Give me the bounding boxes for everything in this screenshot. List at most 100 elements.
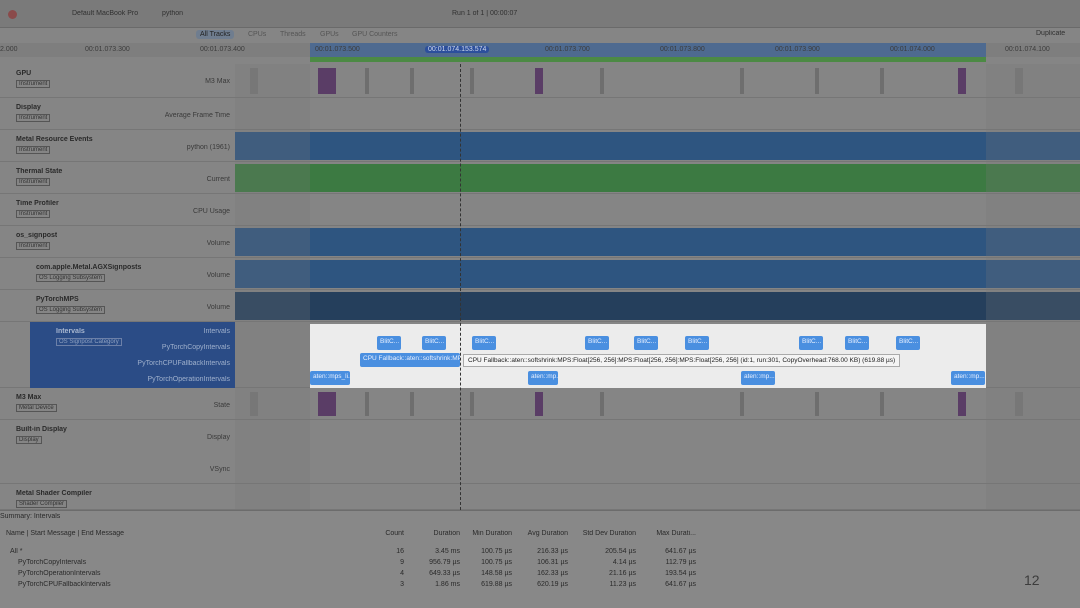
gpu-activity xyxy=(410,68,414,94)
gpu-activity xyxy=(880,68,884,94)
copy-interval[interactable]: BlitC... xyxy=(845,336,869,350)
column-header[interactable]: Std Dev Duration xyxy=(582,530,636,537)
gpu-activity xyxy=(815,68,819,94)
track-detail: VSync xyxy=(209,466,230,473)
record-button[interactable] xyxy=(8,10,17,19)
column-header[interactable]: Avg Duration xyxy=(527,530,568,537)
gpu-activity xyxy=(1015,68,1023,94)
row-name[interactable]: PyTorchCopyIntervals xyxy=(18,559,87,566)
copy-interval[interactable]: BlitC... xyxy=(634,336,658,350)
gpu-activity xyxy=(318,68,336,94)
copy-interval[interactable]: BlitC... xyxy=(377,336,401,350)
operation-interval[interactable]: aten::mp... xyxy=(741,371,775,385)
ruler-label: 00:01.073.800 xyxy=(660,46,705,53)
operation-interval[interactable]: aten::mp... xyxy=(951,371,985,385)
track-detail: Average Frame Time xyxy=(164,112,230,119)
tab[interactable]: Threads xyxy=(280,31,306,38)
track-name[interactable]: Built-in Display xyxy=(16,426,67,433)
copy-interval[interactable]: BlitC... xyxy=(896,336,920,350)
track-name[interactable]: GPU xyxy=(16,70,32,77)
track-bar xyxy=(235,260,1080,288)
gpu-activity xyxy=(740,68,744,94)
track-detail: Volume xyxy=(206,240,230,247)
tab[interactable]: CPUs xyxy=(248,31,267,38)
ruler-label: 00:01.074.100 xyxy=(1005,46,1050,53)
target-name[interactable]: python xyxy=(162,10,184,17)
track-name[interactable]: Time Profiler xyxy=(16,200,59,207)
summary-title[interactable]: Summary: Intervals xyxy=(0,513,61,520)
gpu-activity xyxy=(250,68,258,94)
duplicate-button[interactable]: Duplicate xyxy=(1036,30,1066,37)
ruler-label: 00:01.073.900 xyxy=(775,46,820,53)
operation-interval[interactable]: aten::mps_li... xyxy=(310,371,350,385)
table-cell: 21.16 µs xyxy=(609,570,636,577)
track-row xyxy=(0,98,1080,130)
column-header[interactable]: Name | Start Message | End Message xyxy=(6,530,125,537)
track-badge: OS Logging Subsystem xyxy=(36,274,106,282)
table-cell: 3 xyxy=(400,581,404,588)
tab[interactable]: GPUs xyxy=(320,31,339,38)
track-bar xyxy=(235,228,1080,256)
table-cell: 106.31 µs xyxy=(537,559,568,566)
row-name[interactable]: PyTorchOperationIntervals xyxy=(18,570,101,577)
track-name[interactable]: M3 Max xyxy=(16,394,42,401)
track-name[interactable]: PyTorchMPS xyxy=(36,296,79,303)
track-row xyxy=(0,290,1080,322)
column-header[interactable]: Min Duration xyxy=(472,530,512,537)
table-cell: 16 xyxy=(396,548,404,555)
table-cell: 9 xyxy=(400,559,404,566)
column-header[interactable]: Max Durati... xyxy=(656,530,696,537)
copy-interval[interactable]: BlitC... xyxy=(472,336,496,350)
summary-pane xyxy=(0,510,1080,608)
device-name[interactable]: Default MacBook Pro xyxy=(72,10,139,17)
ruler-label: 00:01.073.300 xyxy=(85,46,130,53)
track-detail: PyTorchCPUFallbackIntervals xyxy=(137,360,230,367)
track-bar xyxy=(235,292,1080,320)
table-cell: 148.58 µs xyxy=(481,570,512,577)
gpu-activity xyxy=(250,392,258,416)
track-badge: OS Signpost Category xyxy=(56,338,122,346)
cursor-line xyxy=(460,64,461,510)
row-name[interactable]: All * xyxy=(10,548,23,555)
gpu-activity xyxy=(600,392,604,416)
table-cell: 620.19 µs xyxy=(537,581,568,588)
ruler-label: 00:01.073.700 xyxy=(545,46,590,53)
track-row xyxy=(0,226,1080,258)
copy-interval[interactable]: BlitC... xyxy=(422,336,446,350)
gpu-activity xyxy=(410,392,414,416)
tab[interactable]: All Tracks xyxy=(196,30,235,39)
tab[interactable]: GPU Counters xyxy=(352,31,398,38)
track-name[interactable]: Thermal State xyxy=(16,168,63,175)
operation-interval[interactable]: aten::mp... xyxy=(528,371,558,385)
track-row xyxy=(0,420,1080,484)
track-name[interactable]: Metal Shader Compiler xyxy=(16,490,92,497)
track-name[interactable]: Intervals xyxy=(56,328,85,335)
table-cell: 100.75 µs xyxy=(481,559,512,566)
gpu-activity xyxy=(1015,392,1023,416)
fallback-interval[interactable]: CPU Fallback::aten::softshrink:MP xyxy=(360,353,460,367)
track-row xyxy=(0,130,1080,162)
track-badge: Instrument xyxy=(16,210,51,218)
column-header[interactable]: Duration xyxy=(433,530,460,537)
gpu-activity xyxy=(535,68,543,94)
track-name[interactable]: com.apple.Metal.AGXSignposts xyxy=(36,264,142,271)
gpu-activity xyxy=(740,392,744,416)
row-name[interactable]: PyTorchCPUFallbackIntervals xyxy=(18,581,111,588)
copy-interval[interactable]: BlitC... xyxy=(799,336,823,350)
gpu-activity xyxy=(958,392,966,416)
table-cell: 3.45 ms xyxy=(435,548,460,555)
copy-interval[interactable]: BlitC... xyxy=(585,336,609,350)
track-detail: Volume xyxy=(206,304,230,311)
copy-interval[interactable]: BlitC... xyxy=(685,336,709,350)
track-row xyxy=(0,484,1080,510)
track-badge: Instrument xyxy=(16,146,51,154)
track-name[interactable]: Metal Resource Events xyxy=(16,136,93,143)
track-name[interactable]: Display xyxy=(16,104,41,111)
track-name[interactable]: os_signpost xyxy=(16,232,58,239)
gpu-activity xyxy=(815,392,819,416)
gpu-activity xyxy=(958,68,966,94)
table-cell: 619.88 µs xyxy=(481,581,512,588)
column-header[interactable]: Count xyxy=(385,530,404,537)
track-detail: Current xyxy=(206,176,230,183)
